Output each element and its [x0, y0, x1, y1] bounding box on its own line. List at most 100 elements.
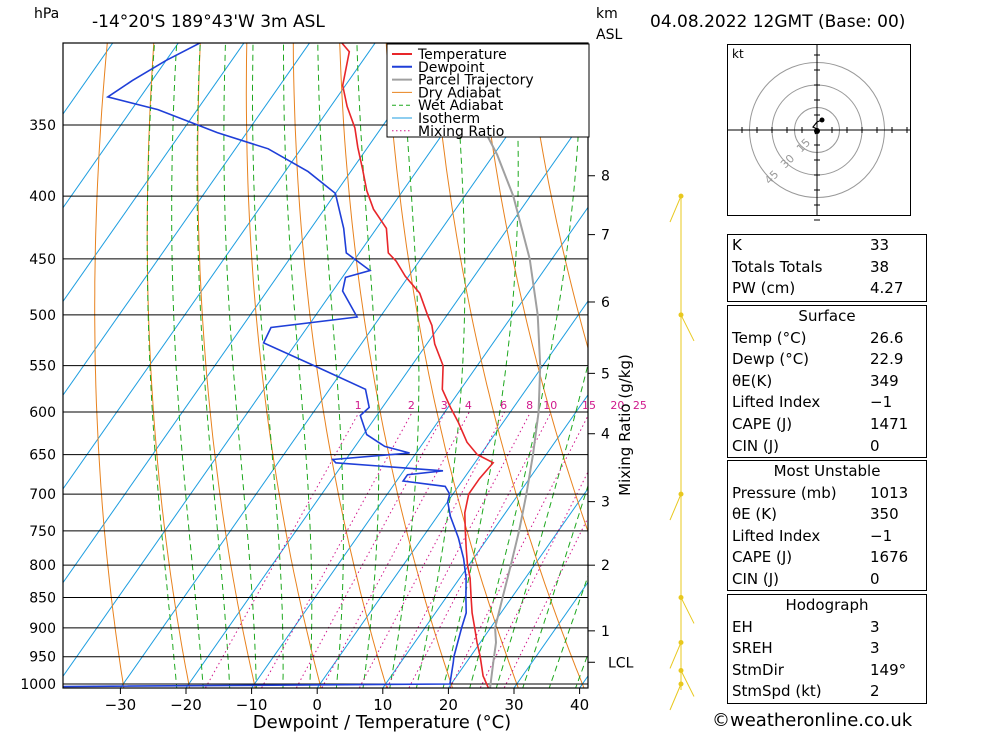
legend-entry: Dewpoint [418, 60, 485, 76]
isotherm-line [63, 43, 442, 584]
temperature-line [340, 43, 495, 688]
mixing-ratio-label: 20 [610, 399, 624, 412]
wind-barb [669, 683, 682, 711]
isotherm-line [63, 43, 179, 209]
hodograph-stat-value: 3 [870, 617, 880, 636]
hodograph-stat-value: 2 [870, 682, 880, 701]
wind-barb [669, 195, 682, 223]
surface-row: Temp (°C) 26.6 [728, 328, 926, 350]
wet-adiabat-line [283, 43, 313, 688]
wet-adiabat-line [317, 43, 344, 688]
surface-label: CIN (J) [732, 436, 780, 455]
isotherm-line [382, 393, 588, 688]
indices-box: K 33 Totals Totals 38 PW (cm) 4.27 [727, 234, 927, 302]
most-unstable-label: θE (K) [732, 505, 777, 524]
location-title: -14°20'S 189°43'W 3m ASL [92, 12, 325, 32]
wet-adiabat-line [442, 43, 519, 688]
wet-adiabat-line [223, 43, 257, 688]
mixing-ratio-line [408, 411, 552, 688]
index-label: Totals Totals [732, 257, 823, 276]
legend-entry: Dry Adiabat [418, 85, 501, 101]
surface-row: Dewp (°C) 22.9 [728, 349, 926, 371]
dry-adiabat-line [944, 43, 1000, 700]
surface-label: θE(K) [732, 371, 773, 390]
dry-adiabat-line [292, 43, 388, 688]
legend-box [386, 43, 590, 138]
index-value: 33 [870, 236, 890, 254]
isotherm-line [63, 43, 310, 397]
mixing-ratio-line [449, 414, 588, 688]
grid-lines [63, 43, 1000, 700]
surface-label: Lifted Index [732, 393, 821, 412]
wet-adiabat-line [171, 43, 204, 688]
surface-row: Lifted Index −1 [728, 392, 926, 414]
wet-adiabat-line [356, 43, 380, 688]
most-unstable-label: CIN (J) [732, 569, 780, 588]
hodograph-box: Hodograph EH 3 SREH 3 StmDir 149° StmSpd (kt) 2 [727, 594, 927, 704]
surface-value: −1 [870, 393, 893, 412]
wind-barb [669, 493, 682, 521]
axes: 3504004505005506006507007508008509009501… [20, 118, 647, 714]
mixing-ratio-label: 4 [465, 399, 472, 412]
pressure-tick-label: 550 [29, 359, 56, 375]
dry-adiabat-line [991, 43, 1000, 700]
hodograph-point [814, 128, 820, 134]
wet-adiabat-line [495, 362, 588, 688]
hodograph-stat-row: SREH 3 [728, 638, 926, 660]
dry-adiabat-line [146, 43, 191, 688]
dry-adiabat-line [245, 43, 322, 688]
most-unstable-label: CAPE (J) [732, 548, 793, 567]
surface-label: Temp (°C) [732, 328, 807, 347]
wet-adiabat-line [548, 574, 588, 688]
dry-adiabat-line [432, 43, 585, 688]
pressure-tick-label: 1000 [20, 677, 56, 693]
surface-row: CIN (J) 0 [728, 436, 926, 458]
most-unstable-value: 1013 [870, 483, 909, 502]
isotherm-line [119, 43, 573, 688]
mixing-ratio-label: 6 [500, 399, 507, 412]
mixing-ratio-label: 8 [526, 399, 533, 412]
isotherm-line [250, 206, 588, 688]
mixing-ratio-label: 1 [355, 399, 362, 412]
surface-value: 1471 [870, 414, 909, 433]
pressure-tick-label: 400 [29, 189, 56, 205]
hodograph-stat-row: StmDir 149° [728, 660, 926, 682]
mixing-ratio-label: 10 [543, 399, 557, 412]
surface-label: CAPE (J) [732, 414, 793, 433]
km-tick-label: LCL [608, 655, 634, 671]
index-value: 4.27 [870, 279, 904, 298]
hodograph-stat-label: StmDir [732, 660, 784, 679]
hodograph-stat-value: 149° [870, 660, 907, 679]
most-unstable-row: Pressure (mb) 1013 [728, 483, 926, 505]
km-tick-label: 4 [601, 427, 610, 443]
index-row: PW (cm) 4.27 [728, 278, 926, 300]
temperature-tick-label: 10 [373, 696, 392, 714]
most-unstable-row: CIN (J) 0 [728, 569, 926, 591]
surface-row: CAPE (J) 1471 [728, 414, 926, 436]
temperature-tick-label: 20 [439, 696, 458, 714]
pressure-tick-label: 950 [29, 650, 56, 666]
most-unstable-row: CAPE (J) 1676 [728, 547, 926, 569]
legend-entry: Wet Adiabat [418, 98, 504, 114]
dry-adiabat-line [478, 43, 588, 533]
credit-link[interactable]: ©weatheronline.co.uk [712, 710, 913, 731]
asl-unit-label: ASL [596, 27, 623, 43]
wind-barb [669, 642, 682, 669]
mixing-ratio-label: 2 [408, 399, 415, 412]
temperature-tick-label: −20 [170, 696, 202, 714]
wet-adiabat-line [252, 43, 284, 688]
index-row: K 33 [728, 235, 926, 257]
hodograph-stat-value: 3 [870, 639, 880, 658]
most-unstable-title: Most Unstable [773, 462, 881, 480]
hodograph-point [819, 117, 825, 123]
km-tick-label: 3 [601, 495, 610, 511]
isotherm-line [185, 112, 588, 688]
isotherm-line [513, 581, 588, 688]
legend-entry: Mixing Ratio [418, 124, 504, 140]
surface-value: 0 [870, 436, 880, 455]
pressure-tick-label: 500 [29, 308, 56, 324]
mixing-ratio-line [358, 411, 506, 688]
